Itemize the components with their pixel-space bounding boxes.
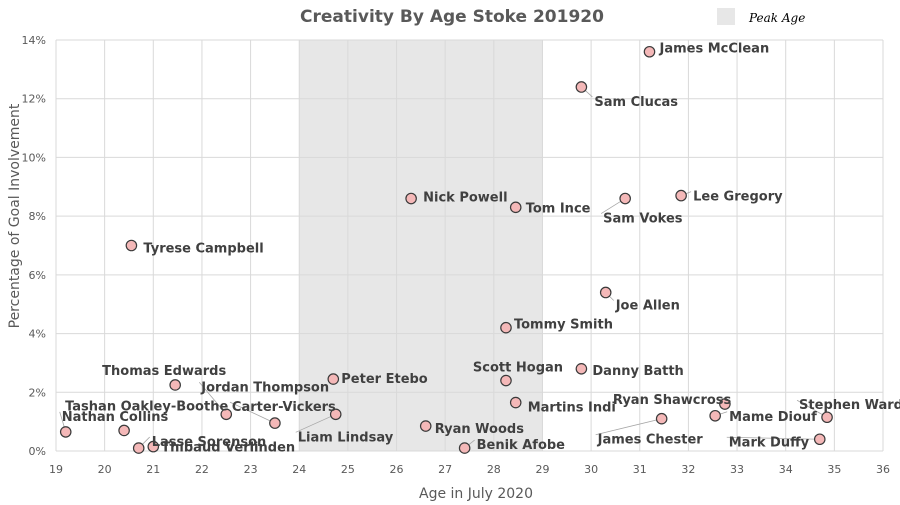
point-label: Carter-Vickers [232,400,336,415]
data-point [619,192,631,205]
point-label: Danny Batth [592,364,683,379]
x-tick-label: 29 [535,463,549,476]
point-label: Martins Indi [528,401,616,416]
y-tick-label: 10% [22,151,46,164]
y-tick-label: 6% [29,269,46,282]
point-label: James Chester [597,433,704,448]
y-tick-label: 12% [22,93,46,106]
y-tick-label: 0% [29,445,46,458]
point-label: Sam Vokes [603,212,683,227]
y-tick-label: 14% [22,34,46,47]
data-point [329,408,342,421]
point-label: Mark Duffy [729,435,810,450]
peak-age-band [299,40,543,451]
point-label: Ryan Shawcross [613,393,732,408]
data-point [821,411,833,424]
data-point [458,442,471,454]
point-label: Thibaud Verlinden [161,441,295,456]
data-point [169,379,181,391]
data-point [509,201,522,214]
x-tick-label: 32 [681,463,695,476]
data-point [675,189,687,202]
data-point [125,239,138,252]
y-axis-title: Percentage of Goal Involvement [7,103,23,328]
point-label: James McClean [658,42,769,57]
chart-title: Creativity By Age Stoke 201920 [300,7,604,27]
label-leader-line [726,436,820,440]
data-point [269,417,281,429]
data-point [419,420,432,432]
x-tick-label: 36 [876,463,890,476]
x-tick-label: 25 [341,463,355,476]
y-tick-label: 8% [29,210,46,223]
point-label: Lasse Sorenson [152,435,267,450]
data-point [500,321,512,334]
x-tick-label: 30 [584,463,598,476]
label-leader-line [198,382,227,415]
point-label: Tommy Smith [514,318,613,333]
point-label: Thomas Edwards [102,364,226,379]
point-label: Benik Afobe [477,438,566,453]
point-label: Nathan Collins [62,410,169,425]
x-tick-label: 26 [390,463,404,476]
data-point [118,424,130,437]
x-tick-label: 33 [730,463,744,476]
x-tick-label: 27 [438,463,452,476]
x-tick-label: 31 [633,463,647,476]
y-tick-label: 2% [29,386,46,399]
point-label: Tom Ince [526,201,591,216]
point-label: Peter Etebo [341,372,428,387]
point-label: Liam Lindsay [298,430,394,445]
data-point [719,398,731,410]
x-tick-label: 24 [292,463,306,476]
point-label: Mame Diouf [729,410,817,425]
data-point [220,408,233,421]
data-point [575,362,588,375]
x-tick-label: 23 [244,463,258,476]
label-leader-line [295,413,336,433]
point-label: Sam Clucas [594,95,678,110]
point-label: Tyrese Campbell [143,242,263,257]
point-label: Joe Allen [615,298,680,313]
legend-label-peak-age: Peak Age [748,11,805,25]
label-leader-line [595,418,662,436]
point-label: Lee Gregory [693,190,783,205]
legend-swatch-peak-age [717,8,735,25]
data-point [813,433,826,446]
point-label: Nick Powell [423,191,507,206]
data-point [655,412,668,425]
x-tick-label: 35 [827,463,841,476]
point-label: Tashan Oakley-Boothe [65,399,228,414]
data-point [405,192,417,205]
data-point [575,81,588,93]
data-point [59,426,72,438]
x-tick-label: 21 [146,463,160,476]
x-tick-label: 22 [195,463,209,476]
x-tick-label: 28 [487,463,501,476]
data-point [509,396,522,409]
x-tick-label: 19 [49,463,63,476]
x-tick-label: 20 [98,463,112,476]
data-point [643,45,656,58]
data-point [132,442,145,454]
data-point [327,373,340,385]
point-label: Ryan Woods [435,422,524,437]
point-label: Stephen Ward [799,398,900,413]
x-tick-label: 34 [779,463,793,476]
point-label: Scott Hogan [473,361,563,376]
y-tick-label: 4% [29,328,46,341]
point-label: Jordan Thompson [200,380,329,395]
data-point [599,286,612,299]
data-point [709,409,721,422]
data-point [500,374,512,387]
legend: Peak Age [717,8,805,25]
x-axis-title: Age in July 2020 [419,486,533,502]
data-point [147,440,160,453]
label-leader-line [229,401,276,424]
